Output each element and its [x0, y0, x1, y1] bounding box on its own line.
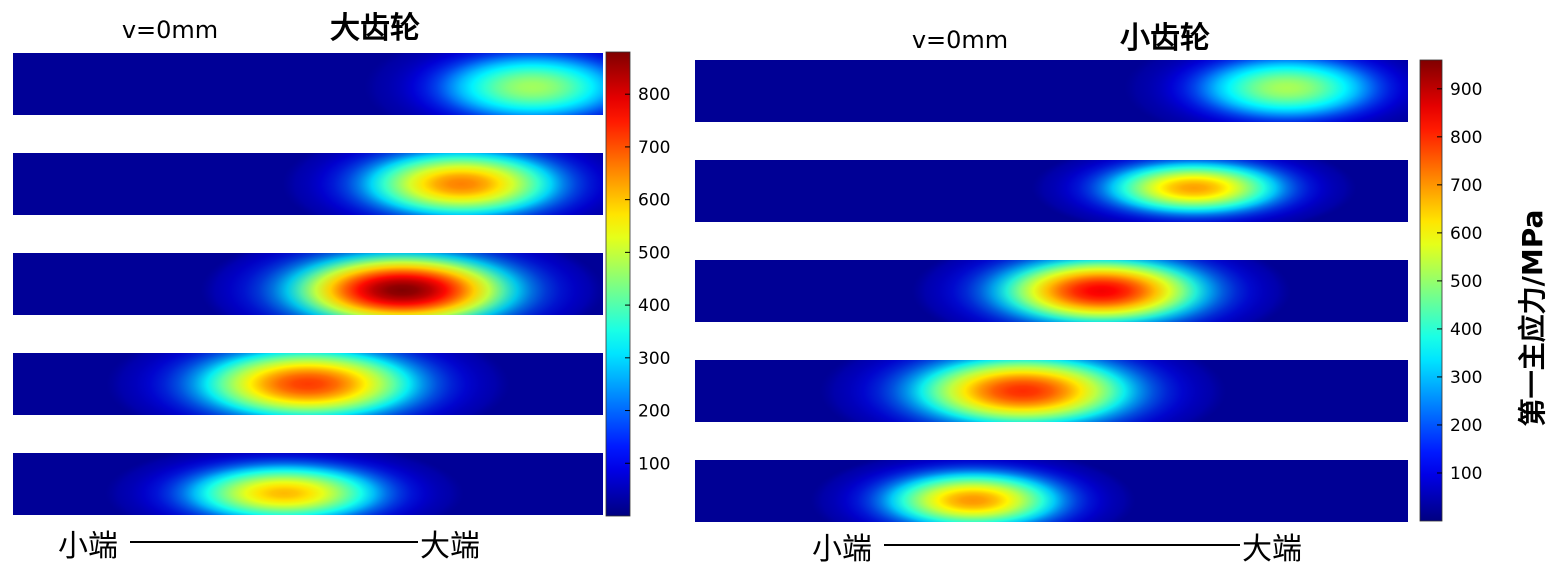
stress-hotspot — [364, 53, 603, 115]
stress-hotspot — [106, 353, 510, 415]
colorbar-label: 第一主应力/MPa — [1516, 210, 1549, 427]
heatmap-strips — [13, 53, 603, 515]
colorbar-tick-label: 700 — [638, 138, 670, 158]
stress-hotspot — [819, 360, 1227, 422]
offset-annotation: v=0mm — [912, 26, 1008, 54]
colorbar-tick-label: 800 — [1450, 128, 1482, 148]
heatmap-strip — [695, 160, 1408, 222]
stress-hotspot — [810, 460, 1136, 522]
colorbar-tick-label: 300 — [638, 349, 670, 369]
small-gear-panel: v=0mm 小齿轮 100 200 300 400 500 600 700 800 900 第一… — [695, 21, 1549, 567]
stress-hotspot — [105, 453, 464, 515]
heatmap-strip — [695, 360, 1408, 422]
colorbar-tick-label: 900 — [1450, 80, 1482, 100]
heatmap-strip — [13, 153, 603, 215]
heatmap-strip — [13, 453, 603, 515]
colorbar-scale — [1419, 59, 1443, 522]
stress-hotspot — [1031, 160, 1357, 222]
stress-hotspot — [911, 260, 1292, 322]
colorbar-tick-label: 300 — [1450, 368, 1482, 388]
colorbar-tick-label: 100 — [1450, 464, 1482, 484]
colorbar-tick-label: 100 — [638, 454, 670, 474]
heatmap-strips — [695, 60, 1408, 522]
large-gear-panel: v=0mm 大齿轮 100 200 300 400 500 600 700 800 小端 大端 — [13, 11, 670, 564]
offset-annotation: v=0mm — [122, 16, 218, 44]
heatmap-strip — [13, 253, 603, 315]
stress-hotspot — [200, 253, 603, 315]
colorbar-tick-label: 400 — [1450, 320, 1482, 340]
colorbar-tick-label: 600 — [638, 191, 670, 211]
chart-title: 大齿轮 — [330, 11, 420, 46]
colorbar-scale — [605, 51, 631, 517]
stress-hotspot — [1124, 60, 1408, 122]
heatmap-strip — [695, 60, 1408, 122]
colorbar-tick-label: 200 — [1450, 416, 1482, 436]
heatmap-strip — [695, 460, 1408, 522]
colorbar-tick-label: 600 — [1450, 224, 1482, 244]
small-end-label: 小端 — [58, 529, 118, 564]
chart-title: 小齿轮 — [1120, 21, 1210, 56]
colorbar-tick-label: 400 — [638, 296, 670, 316]
colorbar-tick-label: 500 — [1450, 272, 1482, 292]
heatmap-strip — [695, 260, 1408, 322]
axis-direction: 小端 大端 — [58, 529, 480, 564]
stress-hotspot — [282, 153, 603, 215]
axis-direction: 小端 大端 — [812, 532, 1302, 567]
colorbar-tick-label: 700 — [1450, 176, 1482, 196]
heatmap-strip — [13, 53, 603, 115]
large-end-label: 大端 — [420, 529, 480, 564]
colorbar: 100 200 300 400 500 600 700 800 — [605, 51, 670, 517]
small-end-label: 小端 — [812, 532, 872, 567]
colorbar: 100 200 300 400 500 600 700 800 900 — [1419, 59, 1482, 522]
colorbar-tick-label: 500 — [638, 243, 670, 263]
colorbar-tick-label: 800 — [638, 85, 670, 105]
colorbar-tick-label: 200 — [638, 402, 670, 422]
large-end-label: 大端 — [1242, 532, 1302, 567]
heatmap-strip — [13, 353, 603, 415]
